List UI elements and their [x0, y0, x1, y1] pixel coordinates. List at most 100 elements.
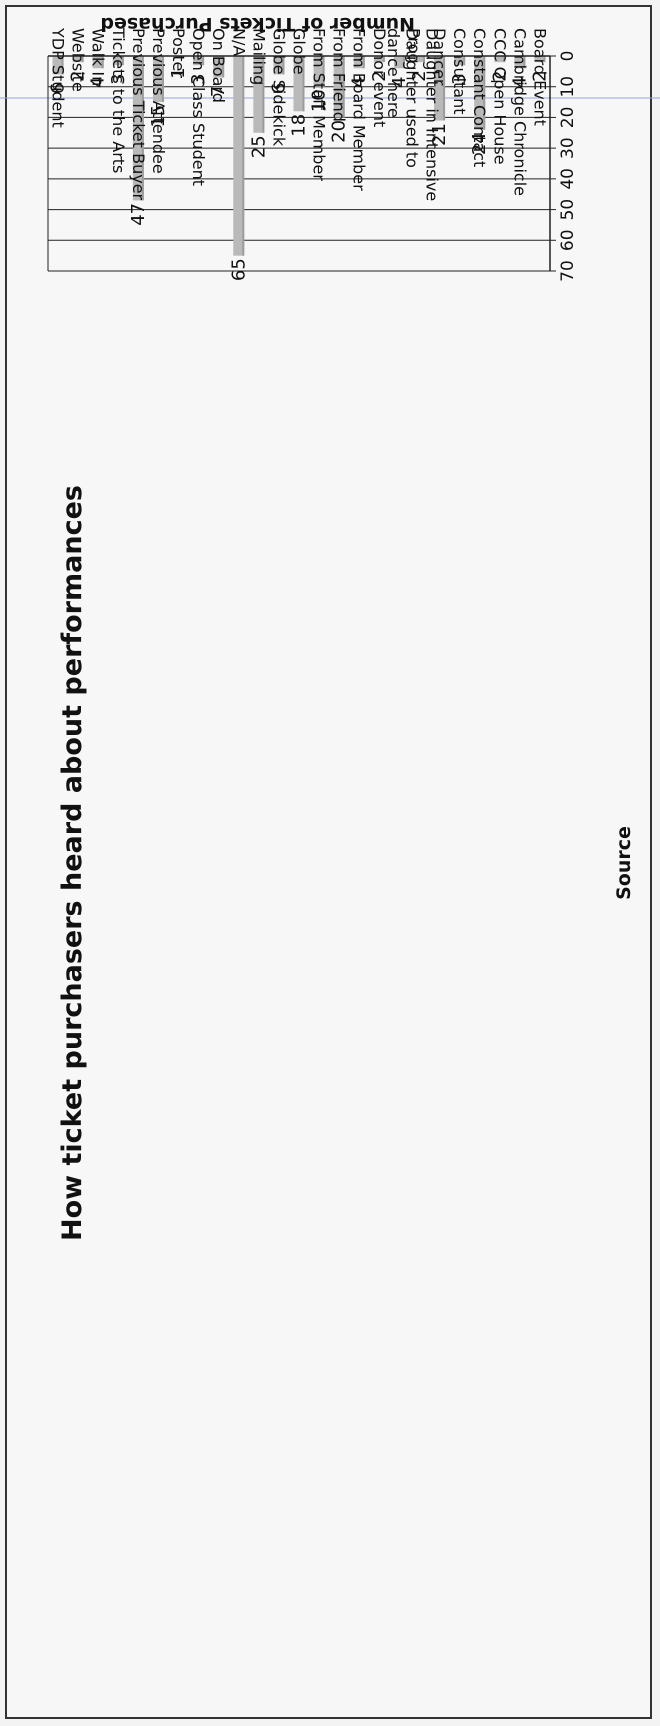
category-label: Open Class Student [189, 28, 208, 186]
category-label: Dancer [430, 28, 449, 86]
bar-value-label: 6 [48, 83, 69, 94]
bar [213, 56, 225, 78]
bar [72, 56, 84, 63]
bar-edge [543, 56, 546, 63]
x-axis-title: Source [613, 826, 635, 900]
bar [434, 56, 446, 121]
category-label: Globe [290, 28, 309, 75]
bar-value-label: 2 [529, 70, 550, 81]
bar-edge [382, 56, 385, 63]
gridlines [47, 56, 550, 272]
category-label: Daughter used todance here [384, 28, 421, 168]
bar [413, 56, 425, 63]
bar [534, 56, 546, 63]
category-label: Website [69, 28, 88, 92]
y-tick-label: 70 [558, 260, 578, 282]
bar-edge [422, 56, 425, 63]
category-label: Poster [169, 28, 188, 78]
bar-value-label: 4 [389, 77, 410, 88]
category-label: From Friend [330, 28, 349, 122]
bar-edge [463, 56, 466, 66]
bar [373, 56, 385, 63]
bar [233, 56, 245, 256]
category-label: Constant Contact [470, 28, 489, 167]
y-tick-label: 60 [558, 229, 578, 251]
bar [273, 56, 285, 75]
bar [474, 56, 486, 130]
bar-value-label: 3 [188, 73, 209, 84]
category-label: Previous Attendee [149, 28, 168, 174]
y-tick-label: 50 [558, 199, 578, 221]
bar-value-label: 10 [309, 89, 330, 112]
category-label: Donor event [370, 28, 389, 127]
bar [152, 56, 164, 103]
bar [253, 56, 265, 133]
page-border [5, 5, 652, 1719]
bar [132, 56, 144, 201]
y-tick-label: 10 [558, 76, 578, 98]
bar [353, 56, 365, 69]
bar-edge [61, 56, 64, 75]
category-label: N/A [229, 28, 248, 56]
category-label: Tickets to the Arts [109, 27, 128, 173]
bar-edge [222, 56, 225, 78]
bar-value-label: 24 [469, 132, 490, 155]
bar-edge [322, 56, 325, 87]
bar [92, 56, 104, 69]
bar-edge [443, 56, 446, 121]
category-label: From Board Member [350, 28, 369, 191]
bar-edge [483, 56, 486, 130]
bar-value-label: 18 [289, 114, 310, 137]
bar [494, 56, 506, 63]
bar-edge [202, 56, 205, 66]
bar [333, 56, 345, 118]
category-label: Board Event [530, 28, 549, 126]
bar-edge [242, 56, 245, 256]
bar-edge [81, 56, 84, 63]
y-tick-label: 20 [558, 107, 578, 129]
bar-value-label: 4 [88, 77, 109, 88]
bar-value-label: 65 [228, 258, 249, 281]
bar [393, 56, 405, 69]
bar-edge [262, 56, 265, 133]
bar-edge [161, 56, 164, 103]
category-label: Walk In [89, 28, 108, 86]
bar-value-label: 15 [148, 105, 169, 128]
category-label: Consultant [450, 28, 469, 115]
bar-value-label: 1 [168, 67, 189, 78]
bar-value-label: 6 [268, 83, 289, 94]
category-label: On Board [209, 28, 228, 103]
bar [514, 56, 526, 69]
bar-value-label: 2 [489, 70, 510, 81]
rotated-chart: How ticket purchasers heard about perfor… [47, 13, 635, 1241]
bar-value-label: 2 [369, 70, 390, 81]
bar [293, 56, 305, 112]
bar-value-label: 3 [449, 73, 470, 84]
bar-value-label: 4 [349, 77, 370, 88]
category-label: CCC Open House [490, 28, 509, 165]
bar-edge [282, 56, 285, 75]
bar-edge [101, 56, 104, 69]
category-label: From Staff Member [310, 28, 329, 181]
bar-value-label: 2 [68, 70, 89, 81]
bar-edge [402, 56, 405, 69]
category-label: YDP Student [49, 27, 68, 128]
bar-value-label: 4 [509, 77, 530, 88]
bar-value-label: 25 [248, 135, 269, 158]
category-label: Daughter in IntensiveProg [404, 28, 441, 201]
bar-value-label: 7 [208, 86, 229, 97]
category-label: Previous Ticket Buyer [129, 28, 148, 201]
bar-edge [141, 56, 144, 201]
category-label: Cambridge Chronicle [510, 28, 529, 196]
bar [52, 56, 64, 75]
bar [173, 56, 185, 60]
bar-value-label: 3 [108, 73, 129, 84]
bar-edge [503, 56, 506, 63]
y-axis-ticks: 0 10 20 30 40 50 60 70 [550, 51, 578, 282]
y-tick-label: 40 [558, 168, 578, 190]
bar-value-label: 2 [409, 70, 430, 81]
bar [112, 56, 124, 66]
bar [193, 56, 205, 66]
y-tick-label: 30 [558, 137, 578, 159]
